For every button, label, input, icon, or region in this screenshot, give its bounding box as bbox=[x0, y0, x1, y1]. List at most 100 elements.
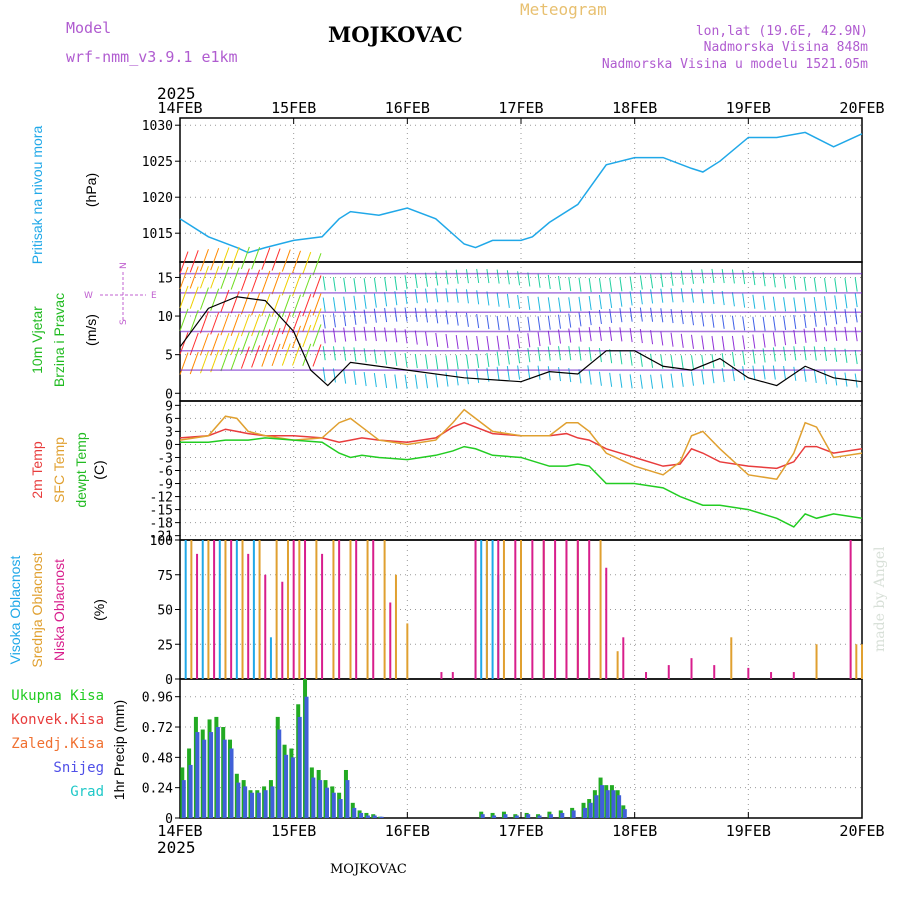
wind-barb bbox=[435, 373, 439, 388]
wind-barb bbox=[783, 346, 787, 361]
wind-barb bbox=[302, 274, 312, 298]
y-tick-label: -9 bbox=[157, 478, 173, 493]
wind-barb bbox=[506, 270, 510, 285]
wind-barb bbox=[476, 313, 480, 329]
precip-bar bbox=[548, 814, 553, 818]
wind-barb bbox=[271, 272, 281, 295]
precip-bar bbox=[236, 782, 241, 818]
wind-barb bbox=[783, 365, 787, 381]
precip-bar bbox=[297, 716, 302, 818]
wind-barb bbox=[823, 277, 827, 293]
precip-bar bbox=[290, 757, 295, 818]
wind-barb bbox=[240, 346, 250, 369]
precip-legend: Konvek.Kisa bbox=[11, 712, 104, 728]
wind-barb bbox=[506, 335, 510, 350]
wind-barb bbox=[322, 346, 326, 361]
wind-barb bbox=[384, 373, 388, 389]
wind-barb bbox=[189, 286, 199, 309]
wind-barb bbox=[343, 369, 347, 384]
wind-barb bbox=[465, 312, 469, 327]
wind-barb bbox=[844, 294, 848, 309]
y-tick-label: 0.72 bbox=[142, 721, 173, 736]
precip-legend: Zaledj.Kisa bbox=[11, 736, 104, 752]
wind-barb bbox=[752, 316, 756, 331]
wind-barb bbox=[660, 272, 664, 288]
wind-barb bbox=[240, 313, 250, 337]
wind-barb bbox=[588, 311, 592, 326]
wind-barb bbox=[465, 289, 469, 304]
wind-barb bbox=[639, 374, 643, 389]
wind-barb bbox=[558, 366, 562, 382]
wind-barb bbox=[619, 350, 623, 365]
wind-barb bbox=[762, 365, 766, 380]
wind-barb bbox=[609, 293, 613, 308]
wind-barb bbox=[302, 309, 312, 332]
wind-barb bbox=[527, 295, 531, 311]
wind-barb bbox=[465, 354, 469, 369]
wind-barb bbox=[527, 316, 531, 331]
wind-barb bbox=[629, 291, 633, 306]
wind-barb bbox=[691, 269, 694, 284]
wind-barb bbox=[292, 343, 301, 366]
wind-barb bbox=[343, 346, 347, 361]
wind-barb bbox=[639, 275, 643, 290]
wind-barb bbox=[261, 329, 271, 352]
wind-barb bbox=[650, 353, 654, 368]
wind-barb bbox=[813, 327, 817, 342]
wind-barb bbox=[476, 368, 480, 383]
model-name: wrf-nmm_v3.9.1 e1km bbox=[66, 48, 238, 66]
wind-barb bbox=[772, 316, 776, 331]
precip-bar bbox=[379, 816, 384, 818]
cloud-unit: (%) bbox=[91, 599, 107, 621]
wind-barb bbox=[312, 308, 322, 331]
wind-barb bbox=[312, 275, 322, 298]
wind-barb bbox=[701, 289, 705, 304]
precip-bar bbox=[202, 739, 207, 818]
top-time-label: 19FEB bbox=[726, 99, 771, 117]
wind-barb bbox=[230, 267, 240, 290]
compass-s: S bbox=[119, 319, 129, 325]
wind-barb bbox=[384, 292, 388, 307]
top-time-label: 15FEB bbox=[271, 99, 316, 117]
y-tick-label: -3 bbox=[157, 451, 173, 466]
wind-barb bbox=[445, 288, 449, 303]
wind-barb bbox=[813, 277, 817, 292]
wind-barb bbox=[547, 346, 551, 361]
wind-barb bbox=[537, 296, 541, 311]
model-elevation-label: Nadmorska Visina u modelu 1521.05m bbox=[601, 57, 868, 72]
wind-barb bbox=[363, 278, 367, 293]
wind-barb bbox=[547, 366, 551, 381]
precip-bar bbox=[324, 787, 329, 818]
y-tick-label: 6 bbox=[165, 412, 173, 427]
wind-barb bbox=[547, 274, 551, 290]
wind-barb bbox=[281, 249, 291, 272]
wind-barb bbox=[568, 297, 572, 312]
wind-barb bbox=[302, 251, 312, 275]
wind-barb bbox=[527, 272, 531, 287]
wind-barb bbox=[721, 314, 725, 329]
wind-barb bbox=[752, 365, 756, 380]
y-tick-label: 0.96 bbox=[142, 691, 173, 706]
wind-barb bbox=[271, 248, 281, 271]
wind-barb bbox=[179, 285, 189, 309]
wind-barb bbox=[476, 353, 480, 368]
wind-barb bbox=[384, 350, 388, 365]
wind-barb bbox=[537, 331, 541, 347]
coords-label: lon,lat (19.6E, 42.9N) bbox=[695, 24, 868, 39]
wind-barb bbox=[731, 292, 735, 307]
wind-barb bbox=[496, 292, 500, 307]
wind-barb bbox=[425, 354, 429, 369]
wind-barb bbox=[711, 369, 715, 384]
wind-barb bbox=[691, 355, 694, 370]
wind-barb bbox=[588, 347, 592, 362]
precip-bar bbox=[359, 812, 364, 818]
wind-barb bbox=[691, 288, 694, 303]
wind-barb bbox=[394, 307, 398, 322]
page-title: MOJKOVAC bbox=[328, 22, 463, 47]
bottom-time-label: 18FEB bbox=[612, 822, 657, 840]
wind-barb bbox=[731, 351, 735, 367]
wind-barb bbox=[455, 269, 459, 284]
wind-barb bbox=[609, 372, 613, 387]
precip-bar bbox=[503, 814, 508, 818]
wind-barb bbox=[302, 343, 312, 366]
